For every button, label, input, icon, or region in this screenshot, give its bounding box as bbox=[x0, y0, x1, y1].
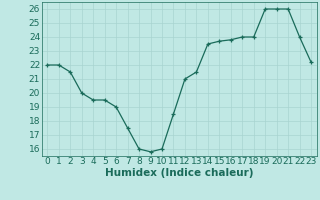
X-axis label: Humidex (Indice chaleur): Humidex (Indice chaleur) bbox=[105, 168, 253, 178]
